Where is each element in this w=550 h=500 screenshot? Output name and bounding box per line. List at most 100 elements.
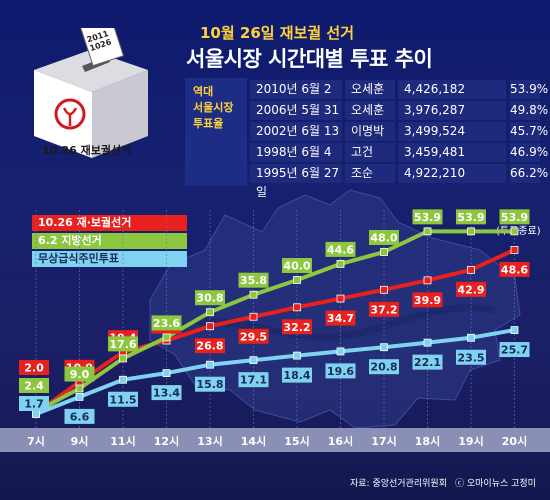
data-label: 22.1 — [414, 356, 441, 369]
data-label: 35.8 — [240, 274, 267, 287]
data-label: 42.9 — [457, 283, 484, 296]
data-label: 53.9 — [501, 211, 528, 224]
data-label-bg — [19, 360, 49, 375]
source-text: 자료: 중앙선거관리위원회 — [350, 479, 447, 489]
data-label-bg — [19, 396, 49, 411]
ballot-box-icon — [34, 28, 148, 158]
data-label-bg — [282, 258, 312, 273]
data-point — [249, 290, 258, 299]
data-label-bg — [238, 372, 269, 388]
page-subtitle: 서울시장 시간대별 투표 추이 — [186, 47, 433, 71]
data-label: 32.2 — [283, 321, 310, 334]
x-tick-label: 11시 — [110, 435, 135, 448]
data-label-bg — [325, 363, 356, 379]
data-label: 25.7 — [501, 344, 528, 357]
data-label-bg — [238, 272, 269, 288]
history-name: 조순 — [345, 164, 395, 183]
history-rate: 66.2% — [510, 164, 548, 183]
history-name: 이명박 — [345, 122, 395, 141]
series-line-3 — [35, 328, 515, 416]
data-point — [336, 259, 345, 268]
data-label: 30.8 — [196, 292, 223, 305]
data-point — [293, 351, 301, 360]
data-label-bg — [151, 315, 182, 331]
data-label: 11.5 — [109, 393, 136, 406]
data-label-bg — [195, 290, 225, 306]
data-label-bg — [64, 366, 95, 382]
data-label: 53.9 — [457, 211, 484, 224]
x-tick-label: 12시 — [154, 435, 179, 448]
x-tick-label: 18시 — [415, 435, 440, 448]
data-label-bg — [325, 310, 356, 326]
x-tick-label: 15시 — [284, 435, 309, 448]
data-label-bg — [64, 408, 95, 424]
data-label: 29.5 — [240, 330, 267, 343]
data-label: 19.6 — [327, 365, 354, 378]
data-label-bg — [195, 376, 225, 392]
history-rate: 45.7% — [510, 122, 548, 141]
data-label-bg — [108, 336, 138, 352]
data-label-bg — [412, 292, 443, 308]
x-tick-label: 20시 — [502, 435, 527, 448]
history-row: 1995년 6월 27일 조순 4,922,210 66.2% — [250, 164, 548, 199]
data-label-bg — [369, 301, 399, 317]
x-tick-label: 7시 — [27, 435, 45, 448]
data-label: 9.0 — [70, 368, 90, 381]
data-label-bg — [499, 261, 530, 277]
data-point — [206, 308, 214, 317]
data-label: 17.1 — [240, 374, 267, 387]
data-point — [510, 245, 519, 254]
data-label: 48.0 — [370, 232, 397, 245]
data-label: 20.8 — [370, 361, 397, 374]
data-label-bg — [151, 385, 182, 401]
data-label: 53.9 — [414, 211, 441, 224]
data-label-bg — [456, 209, 486, 225]
history-votes: 3,976,287 — [398, 101, 506, 120]
history-name: 오세훈 — [345, 101, 395, 120]
data-point — [249, 312, 258, 321]
data-point — [75, 392, 84, 401]
data-label-bg — [412, 354, 443, 370]
data-point — [336, 347, 345, 356]
data-label: 23.6 — [153, 317, 180, 330]
history-heading: 역대 서울시장 투표율 — [185, 78, 247, 186]
x-axis-band — [0, 428, 550, 452]
history-heading-line-2: 서울시장 — [193, 101, 234, 114]
data-point — [119, 375, 127, 384]
data-label: 26.8 — [196, 340, 223, 353]
data-point — [206, 322, 214, 331]
data-label-bg — [369, 359, 399, 375]
history-rate: 49.8% — [510, 101, 548, 120]
data-label-bg — [412, 209, 443, 225]
history-date: 2010년 6월 2일 — [250, 80, 342, 115]
history-rate: 46.9% — [510, 143, 548, 162]
data-point — [75, 384, 84, 393]
legend-series-2: 6.2 지방선거 — [32, 233, 187, 249]
x-tick-label: 17시 — [371, 435, 396, 448]
data-label: 2.4 — [24, 380, 44, 393]
data-label: 6.6 — [70, 410, 90, 423]
credit-text: ⓒ 오마이뉴스 고정미 — [455, 479, 536, 489]
data-label: 44.6 — [327, 243, 354, 256]
data-label-bg — [108, 391, 138, 407]
data-point — [162, 369, 171, 378]
data-point — [249, 356, 258, 365]
history-name: 고건 — [345, 143, 395, 162]
history-rate: 53.9% — [510, 80, 548, 99]
data-point — [119, 354, 127, 363]
history-votes: 4,426,182 — [398, 80, 506, 99]
data-point — [510, 227, 519, 236]
data-point — [423, 276, 432, 285]
series-line-1 — [34, 248, 516, 415]
data-label-bg — [238, 328, 269, 344]
legend-series-1: 10.26 재·보궐선거 — [32, 215, 187, 231]
data-point — [206, 360, 214, 369]
data-point — [336, 294, 345, 303]
history-heading-line-1: 역대 — [193, 85, 214, 98]
data-label: 37.2 — [370, 303, 397, 316]
